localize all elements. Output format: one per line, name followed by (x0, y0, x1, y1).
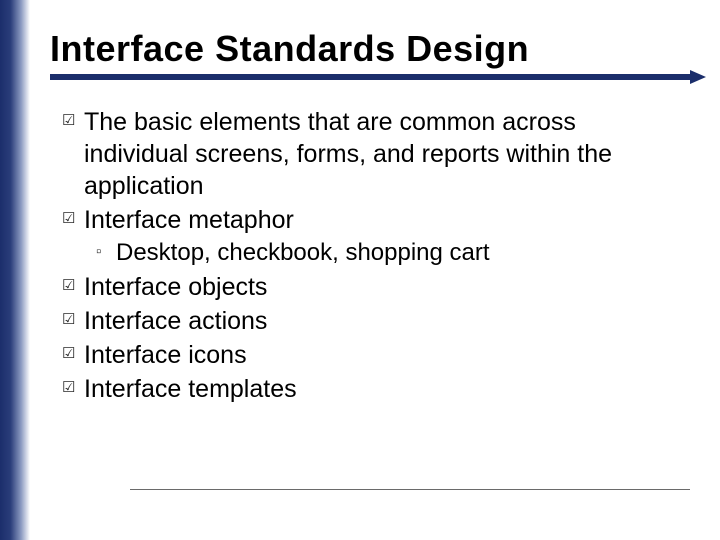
underline-bar (50, 74, 690, 80)
list-item-text: Interface actions (84, 305, 267, 337)
checkbox-bullet-icon: ☑ (60, 339, 84, 369)
list-item-text: Interface icons (84, 339, 247, 371)
list-item-text: Interface objects (84, 271, 267, 303)
sub-list-item-text: Desktop, checkbook, shopping cart (116, 238, 490, 269)
checkbox-bullet-icon: ☑ (60, 106, 84, 136)
list-item: ☑ Interface objects (60, 271, 670, 303)
content-list: ☑ The basic elements that are common acr… (50, 106, 690, 405)
sub-list-item: ▫ Desktop, checkbook, shopping cart (96, 238, 670, 269)
checkbox-bullet-icon: ☑ (60, 204, 84, 234)
title-underline (50, 74, 690, 84)
underline-arrow-icon (690, 70, 706, 84)
list-item: ☑ The basic elements that are common acr… (60, 106, 670, 202)
list-item-text: Interface templates (84, 373, 297, 405)
list-item: ☑ Interface actions (60, 305, 670, 337)
slide-title: Interface Standards Design (50, 28, 690, 70)
left-gradient-stripe (0, 0, 30, 540)
list-item: ☑ Interface metaphor (60, 204, 670, 236)
checkbox-bullet-icon: ☑ (60, 373, 84, 403)
sub-bullet-icon: ▫ (96, 238, 116, 266)
checkbox-bullet-icon: ☑ (60, 271, 84, 301)
bottom-divider (130, 489, 690, 490)
list-item: ☑ Interface icons (60, 339, 670, 371)
list-item-text: Interface metaphor (84, 204, 294, 236)
list-item-text: The basic elements that are common acros… (84, 106, 670, 202)
checkbox-bullet-icon: ☑ (60, 305, 84, 335)
list-item: ☑ Interface templates (60, 373, 670, 405)
slide-body: Interface Standards Design ☑ The basic e… (30, 0, 720, 540)
